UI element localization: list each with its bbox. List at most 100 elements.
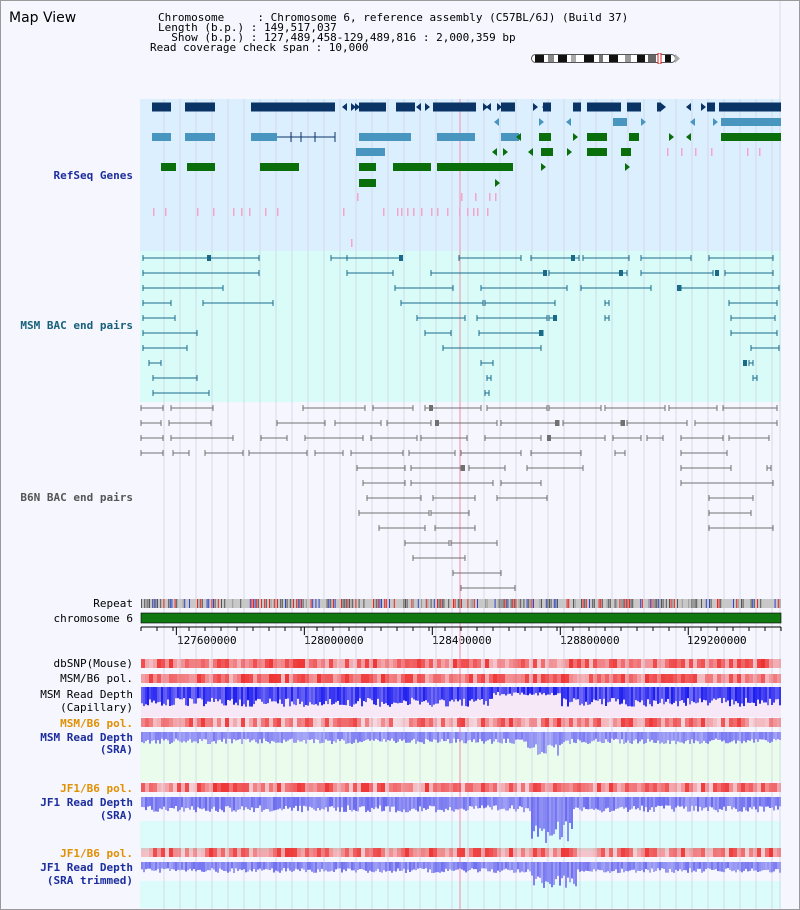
jf1-pol-strip-2 [297, 848, 301, 857]
jf1-sra-depth [355, 797, 357, 811]
dbsnp-strip [441, 659, 445, 668]
jf1-sra-depth [493, 797, 495, 806]
jf1-sra-depth [435, 797, 437, 813]
repeat-element [753, 599, 755, 608]
jf1-pol-strip [413, 783, 417, 792]
jf1-pol-strip-2 [585, 848, 589, 857]
repeat-element [301, 599, 302, 608]
jf1-trim-depth [693, 862, 695, 871]
label-chromosome-6[interactable]: chromosome 6 [53, 612, 133, 625]
gene-feature [260, 163, 299, 171]
label-msm-b6-pol-2[interactable]: MSM/B6 pol. [60, 717, 133, 730]
jf1-sra-depth [411, 797, 413, 809]
label-jf1-depth-trim-1[interactable]: JF1 Read Depth [40, 861, 133, 874]
msm-sra-depth [745, 732, 747, 743]
jf1-trim-depth [583, 862, 585, 872]
jf1-sra-depth [747, 797, 749, 812]
jf1-sra-depth [307, 797, 309, 811]
jf1-sra-depth [469, 797, 471, 807]
label-msm-bac-end-pairs[interactable]: MSM BAC end pairs [20, 319, 133, 332]
gene-arrow [713, 118, 718, 126]
jf1-pol-strip-2 [537, 848, 541, 857]
jf1-trim-depth [237, 862, 239, 871]
dbsnp-strip [549, 659, 553, 668]
msm-pol-strip [337, 674, 341, 683]
msm-capillary-depth [479, 687, 481, 700]
jf1-sra-depth [377, 797, 379, 809]
msm-capillary-depth [631, 687, 633, 707]
msm-pol-strip [585, 674, 589, 683]
gene-arrow [533, 103, 538, 111]
msm-sra-depth [525, 732, 527, 742]
msm-capillary-depth [625, 687, 627, 705]
dbsnp-strip [361, 659, 365, 668]
label-repeat[interactable]: Repeat [93, 597, 133, 610]
msm-capillary-depth [247, 687, 249, 701]
jf1-sra-depth [327, 797, 329, 812]
dbsnp-strip [545, 659, 549, 668]
msm-pol-strip-2 [325, 718, 329, 727]
jf1-sra-depth [275, 797, 277, 810]
dbsnp-strip [193, 659, 197, 668]
msm-pol-strip [141, 674, 145, 683]
jf1-sra-depth [665, 797, 667, 806]
repeat-element [694, 599, 696, 608]
msm-sra-depth [573, 732, 575, 743]
jf1-trim-depth [447, 862, 449, 871]
jf1-pol-strip-2 [233, 848, 237, 857]
msm-capillary-depth [441, 687, 443, 700]
msm-pol-strip-2 [737, 718, 741, 727]
label-dbsnp[interactable]: dbSNP(Mouse) [53, 657, 133, 670]
label-msm-b6-pol-1[interactable]: MSM/B6 pol. [60, 672, 133, 685]
label-jf1-depth-sra-1[interactable]: JF1 Read Depth [40, 796, 133, 809]
label-msm-depth-capillary-1[interactable]: MSM Read Depth [40, 688, 133, 701]
label-jf1-b6-pol-1[interactable]: JF1/B6 pol. [60, 782, 133, 795]
msm-pol-strip-2 [605, 718, 609, 727]
msm-sra-depth [175, 732, 177, 739]
msm-pol-strip [265, 674, 269, 683]
jf1-pol-strip [497, 783, 501, 792]
msm-capillary-depth [623, 687, 625, 700]
msm-pol-strip-2 [489, 718, 493, 727]
chromosome-ideogram[interactable] [531, 53, 681, 64]
msm-sra-depth [741, 732, 743, 744]
jf1-pol-strip [525, 783, 529, 792]
jf1-sra-depth [263, 797, 265, 810]
jf1-pol-strip [777, 783, 781, 792]
label-b6n-bac-end-pairs[interactable]: B6N BAC end pairs [20, 491, 133, 504]
msm-sra-depth [307, 732, 309, 740]
msm-capillary-depth [529, 687, 531, 694]
dbsnp-strip [457, 659, 461, 668]
jf1-pol-strip [669, 783, 673, 792]
b6n-bac-end-block [429, 405, 433, 411]
msm-pol-strip-2 [477, 718, 481, 727]
msm-capillary-depth [711, 687, 713, 701]
msm-capillary-depth [319, 687, 321, 703]
jf1-sra-depth [621, 797, 623, 807]
dbsnp-strip [605, 659, 609, 668]
dbsnp-strip [737, 659, 741, 668]
msm-pol-strip-2 [533, 718, 537, 727]
jf1-trim-depth [163, 862, 165, 870]
msm-pol-strip [305, 674, 309, 683]
jf1-trim-depth [463, 862, 465, 871]
jf1-trim-depth [369, 862, 371, 871]
repeat-element [507, 599, 509, 608]
label-msm-depth-sra-1[interactable]: MSM Read Depth [40, 731, 133, 744]
msm-capillary-depth [771, 687, 773, 705]
msm-sra-depth [429, 732, 431, 742]
repeat-element [302, 599, 304, 608]
jf1-pol-strip [405, 783, 409, 792]
jf1-trim-depth [345, 862, 347, 872]
msm-capillary-depth [721, 687, 723, 704]
label-refseq-genes[interactable]: RefSeq Genes [53, 169, 133, 182]
label-jf1-b6-pol-2[interactable]: JF1/B6 pol. [60, 847, 133, 860]
jf1-trim-depth [701, 862, 703, 873]
repeat-element [221, 599, 222, 608]
jf1-pol-strip-2 [413, 848, 417, 857]
msm-capillary-depth [743, 687, 745, 707]
jf1-pol-strip [573, 783, 577, 792]
msm-sra-depth [677, 732, 679, 742]
msm-capillary-depth [431, 687, 433, 707]
